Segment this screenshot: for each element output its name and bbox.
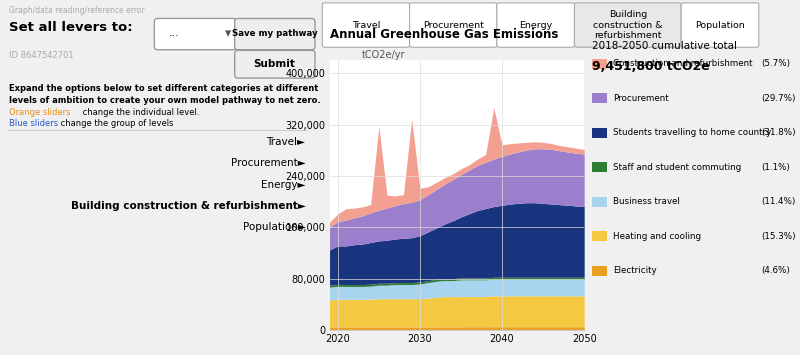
Text: Orange sliders: Orange sliders [10,108,71,117]
Bar [0,153,315,176]
Text: Travel►: Travel► [266,137,306,147]
Text: Students travelling to home country: Students travelling to home country [613,129,771,137]
Text: levels of ambition to create your own model pathway to net zero.: levels of ambition to create your own mo… [10,96,321,105]
FancyBboxPatch shape [410,3,497,47]
Text: Heating and cooling: Heating and cooling [613,232,701,241]
Text: Staff and student commuting: Staff and student commuting [613,163,742,172]
Text: (29.7%): (29.7%) [761,94,795,103]
Text: tCO2e/yr: tCO2e/yr [362,50,405,60]
Text: (5.7%): (5.7%) [761,59,790,69]
Text: Blue sliders: Blue sliders [10,119,58,128]
Text: Population: Population [695,21,745,29]
Text: (31.8%): (31.8%) [761,129,795,137]
Text: Set all levers to:: Set all levers to: [10,21,133,34]
Text: Construction and refurbishment: Construction and refurbishment [613,59,753,69]
Text: Energy►: Energy► [261,180,306,190]
Text: Population►: Population► [242,222,306,232]
Text: Building construction & refurbishment►: Building construction & refurbishment► [70,201,306,211]
Text: Save my pathway: Save my pathway [232,29,318,38]
Text: Building
construction &
refurbishment: Building construction & refurbishment [593,10,662,40]
FancyBboxPatch shape [234,50,315,78]
Text: Energy: Energy [519,21,552,29]
Text: Procurement: Procurement [422,21,484,29]
Bar [0,195,315,218]
FancyBboxPatch shape [574,3,681,47]
Text: Graph/data reading/reference error: Graph/data reading/reference error [10,6,146,15]
Text: Submit: Submit [254,59,296,69]
FancyBboxPatch shape [234,18,315,50]
Text: (4.6%): (4.6%) [761,266,790,275]
FancyBboxPatch shape [497,3,574,47]
Text: (1.1%): (1.1%) [761,163,790,172]
Text: Business travel: Business travel [613,197,680,206]
Text: ...: ... [169,28,179,38]
Text: ID 8647542701: ID 8647542701 [10,51,74,60]
Text: 2018-2050 cumulative total: 2018-2050 cumulative total [592,42,737,51]
Text: Procurement►: Procurement► [231,158,306,168]
Text: Procurement: Procurement [613,94,669,103]
FancyBboxPatch shape [154,18,236,50]
FancyBboxPatch shape [681,3,758,47]
Text: 9,451,800 tCO2e: 9,451,800 tCO2e [592,60,710,73]
Text: change the individual level.: change the individual level. [80,108,200,117]
Text: change the group of levels: change the group of levels [58,119,173,128]
Text: Expand the options below to set different categories at different: Expand the options below to set differen… [10,84,319,93]
Text: Electricity: Electricity [613,266,657,275]
Text: (11.4%): (11.4%) [761,197,795,206]
Text: ▾: ▾ [226,28,231,40]
Text: (15.3%): (15.3%) [761,232,795,241]
Text: Travel: Travel [352,21,380,29]
FancyBboxPatch shape [322,3,410,47]
Text: Annual Greenhouse Gas Emissions: Annual Greenhouse Gas Emissions [330,28,558,41]
